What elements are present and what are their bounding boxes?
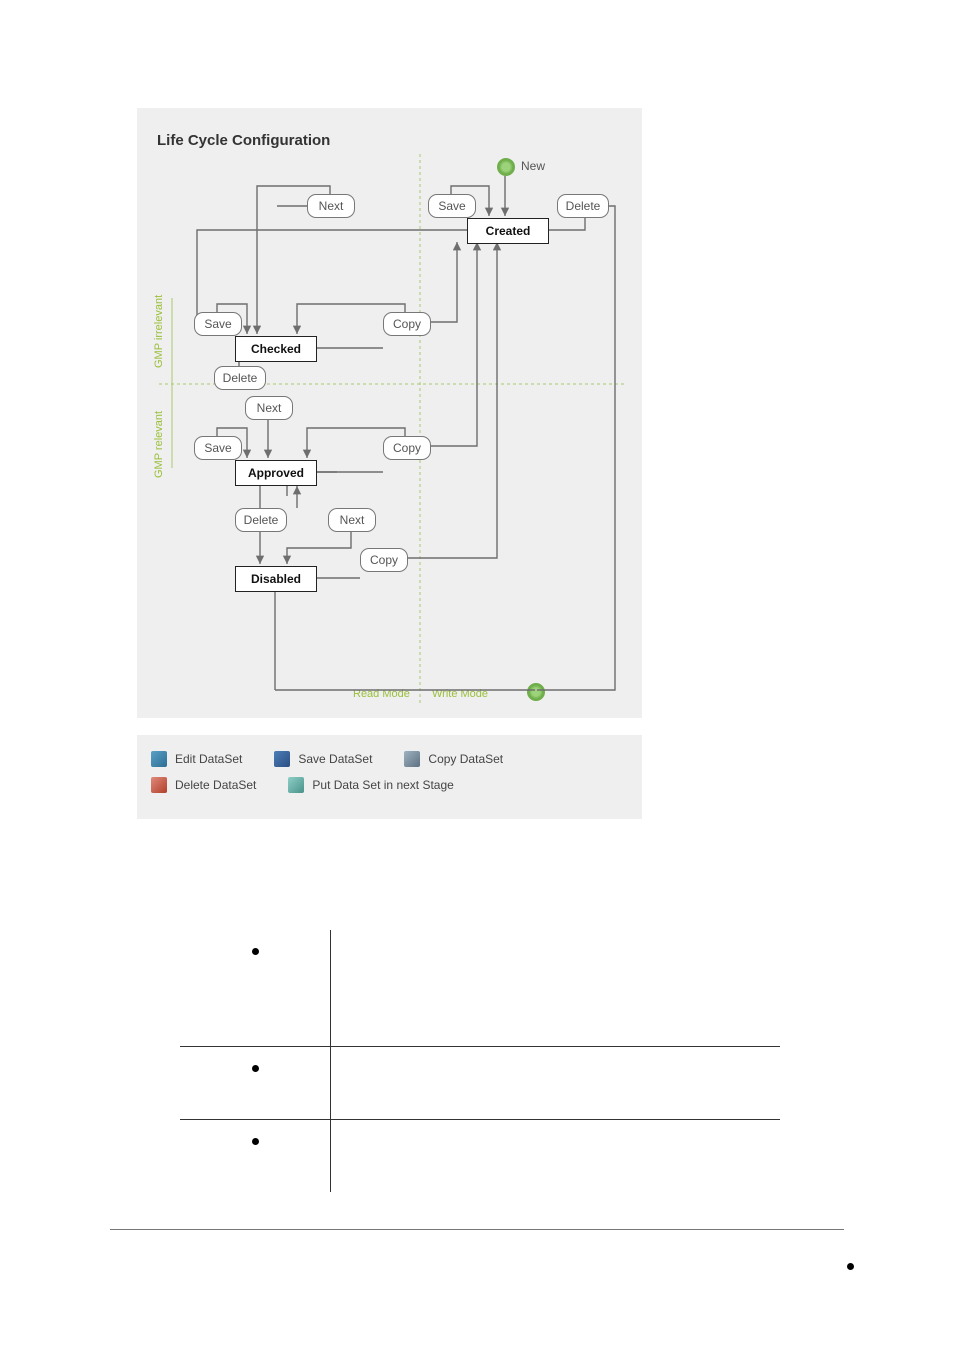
delete-icon [151,777,167,793]
footer-divider [110,1229,844,1230]
next-stage-icon [288,777,304,793]
save-icon [274,751,290,767]
bullet-icon [252,948,259,955]
save-action-2: Save [194,312,242,336]
footer-bullet [847,1263,854,1270]
legend-item: Save DataSet [274,751,372,767]
table-cell-right [331,1120,780,1192]
save-action-1: Save [428,194,476,218]
table-cell-right [331,930,780,1046]
legend-item: Put Data Set in next Stage [288,777,453,793]
next-action-3: Next [328,508,376,532]
legend-item: Edit DataSet [151,751,242,767]
delete-action-1: Delete [557,194,609,218]
state-approved: Approved [235,460,317,486]
bullet-icon [847,1263,854,1270]
state-checked: Checked [235,336,317,362]
save-action-3: Save [194,436,242,460]
delete-action-3: Delete [235,508,287,532]
table-cell-right [331,1047,780,1119]
bullet-icon [252,1065,259,1072]
state-created: Created [467,218,549,244]
legend: Edit DataSet Save DataSet Copy DataSet D… [137,735,642,819]
state-disabled: Disabled [235,566,317,592]
table-row [180,1047,780,1120]
legend-label: Put Data Set in next Stage [312,778,453,792]
copy-icon [404,751,420,767]
copy-action-2: Copy [383,436,431,460]
table-cell-left [180,1047,331,1119]
legend-item: Delete DataSet [151,777,256,793]
copy-action-3: Copy [360,548,408,572]
lifecycle-diagram: Life Cycle Configuration GMP irrelevant … [137,108,642,718]
next-action-2: Next [245,396,293,420]
bullet-icon [252,1138,259,1145]
table-row [180,930,780,1047]
legend-label: Edit DataSet [175,752,242,766]
copy-action-1: Copy [383,312,431,336]
table-row [180,1120,780,1192]
legend-label: Copy DataSet [428,752,503,766]
legend-label: Save DataSet [298,752,372,766]
legend-label: Delete DataSet [175,778,256,792]
edit-icon [151,751,167,767]
table-cell-left [180,1120,331,1192]
next-action-1: Next [307,194,355,218]
table-cell-left [180,930,331,1046]
delete-action-2: Delete [214,366,266,390]
info-table [180,930,780,1192]
legend-item: Copy DataSet [404,751,503,767]
